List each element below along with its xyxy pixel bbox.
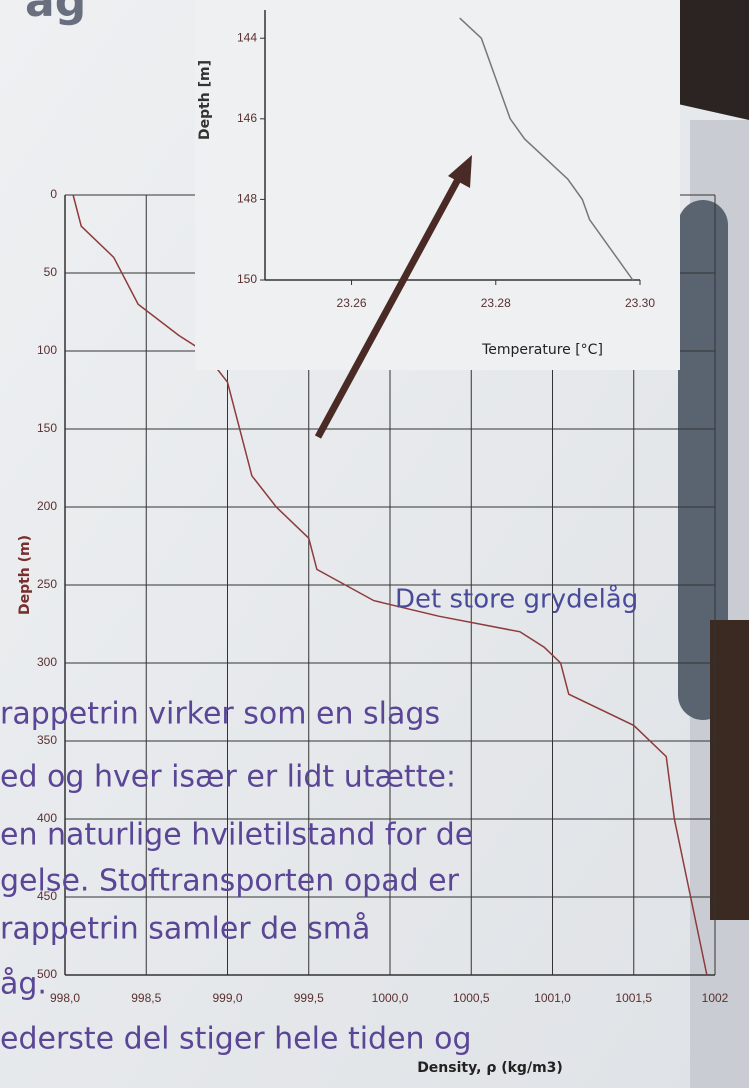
y-tick-label: 148: [237, 192, 257, 206]
x-tick-label: 998,0: [50, 991, 80, 1005]
y-tick-label: 250: [37, 577, 57, 591]
y-axis-label: Depth (m): [17, 535, 33, 615]
y-tick-label: 146: [237, 111, 257, 125]
y-tick-label: 144: [237, 30, 257, 44]
annotation: Det store grydelåg: [395, 584, 638, 615]
x-axis-label: Temperature [°C]: [481, 342, 603, 358]
y-tick-label: 50: [44, 265, 58, 279]
x-tick-label: 23.26: [337, 296, 367, 310]
x-tick-label: 1001,5: [615, 991, 652, 1005]
y-tick-label: 300: [37, 655, 57, 669]
y-tick-label: 350: [37, 733, 57, 747]
x-tick-label: 1002: [702, 991, 729, 1005]
x-tick-label: 999,0: [212, 991, 242, 1005]
y-tick-label: 200: [37, 499, 57, 513]
x-tick-label: 1001,0: [534, 991, 571, 1005]
y-tick-label: 150: [37, 421, 57, 435]
body-text: rappetrin virker som en slags: [0, 697, 440, 732]
slide-photo: ag 050100150200250300350400450500998,099…: [0, 0, 749, 1088]
x-tick-label: 1000,0: [372, 991, 409, 1005]
x-tick-label: 998,5: [131, 991, 161, 1005]
x-tick-label: 1000,5: [453, 991, 490, 1005]
presenter: [710, 620, 749, 920]
x-tick-label: 999,5: [294, 991, 324, 1005]
inset-background: [195, 0, 680, 370]
x-axis-label: Density, ρ (kg/m3): [417, 1060, 563, 1076]
body-text: ederste del stiger hele tiden og: [0, 1022, 472, 1057]
body-text: ed og hver især er lidt utætte:: [0, 760, 456, 795]
body-text: gelse. Stoftransporten opad er: [0, 864, 460, 899]
body-text: en naturlige hviletilstand for de: [0, 818, 473, 853]
body-text: rappetrin samler de små: [0, 912, 370, 947]
y-axis-label: Depth [m]: [197, 60, 213, 140]
x-tick-label: 23.30: [625, 296, 655, 310]
y-tick-label: 150: [237, 272, 257, 286]
y-tick-label: 0: [50, 187, 57, 201]
slide-title: ag: [25, 0, 86, 27]
x-tick-label: 23.28: [481, 296, 511, 310]
y-tick-label: 100: [37, 343, 57, 357]
body-text: åg.: [0, 967, 47, 1002]
